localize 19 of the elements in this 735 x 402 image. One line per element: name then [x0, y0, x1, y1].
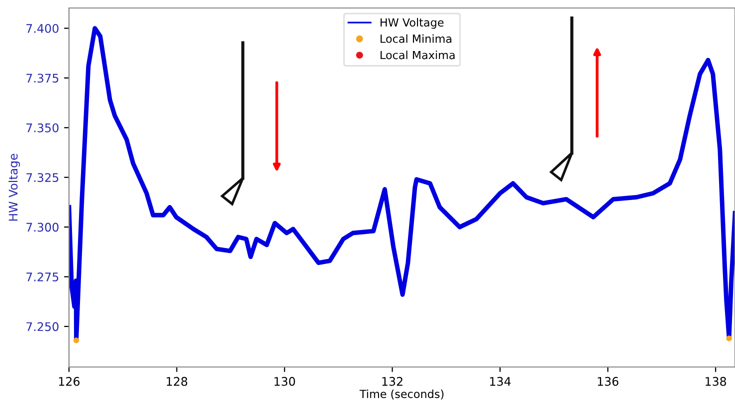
y-tick-label: 7.375 [26, 74, 58, 83]
legend-label: Local Minima [380, 34, 452, 43]
y-tick-label: 7.300 [26, 222, 58, 232]
legend-label: HW Voltage [380, 18, 444, 29]
x-axis-title: Time (seconds) [360, 390, 444, 400]
legend-label: Local Maxima [380, 50, 455, 60]
x-tick-label: 136 [598, 376, 618, 386]
y-tick-label: 7.400 [26, 24, 58, 33]
x-tick-label: 130 [274, 376, 296, 386]
x-tick-label: 128 [166, 376, 188, 386]
x-tick-label: 126 [59, 376, 80, 386]
x-tick-label: 138 [706, 376, 726, 386]
y-tick-label: 7.350 [26, 123, 58, 132]
y-tick-label: 7.250 [26, 322, 58, 332]
x-tick-label: 132 [382, 376, 402, 386]
y-tick-label: 7.275 [26, 272, 58, 282]
y-tick-label: 7.325 [26, 173, 58, 182]
y-axis-title: HW Voltage [8, 154, 20, 221]
x-tick-label: 134 [490, 376, 511, 386]
